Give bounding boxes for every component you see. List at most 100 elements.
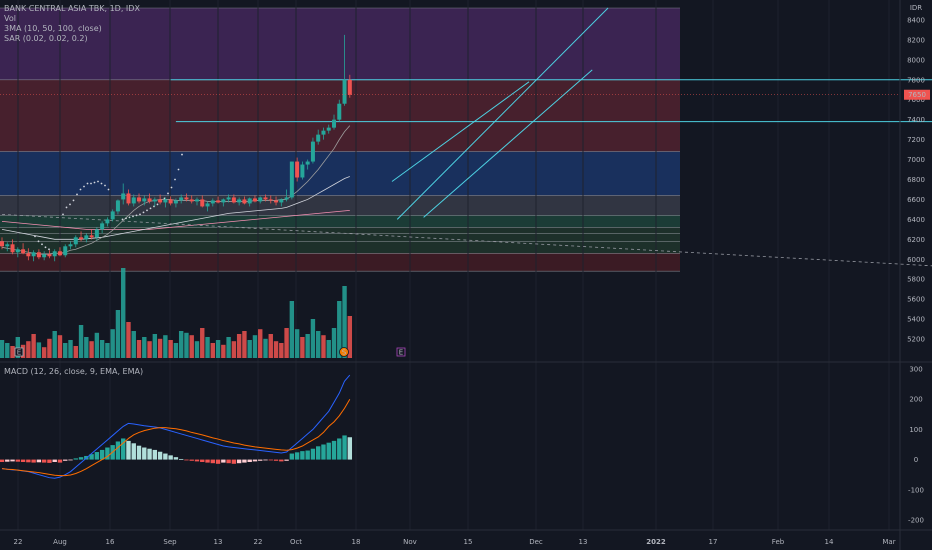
- candle: [305, 161, 310, 165]
- fib-zone-6: [0, 253, 680, 272]
- macd-histogram-bar: [210, 459, 215, 464]
- volume-bar: [337, 301, 342, 358]
- volume-bar: [84, 337, 89, 358]
- candle: [210, 200, 215, 204]
- volume-bar: [305, 334, 310, 358]
- volume-bar: [247, 340, 252, 358]
- candle: [152, 199, 157, 202]
- candle: [142, 198, 147, 202]
- candle: [5, 244, 10, 247]
- volume-bar: [300, 337, 305, 358]
- last-price-box: [904, 89, 930, 100]
- macd-histogram-bar: [242, 459, 247, 463]
- macd-histogram-bar: [126, 440, 131, 460]
- sar-dot: [90, 182, 92, 185]
- price-tick-label: 5400: [907, 316, 925, 324]
- candle: [284, 197, 289, 200]
- macd-histogram-bar: [305, 450, 310, 460]
- time-tick-label: 13: [579, 538, 588, 546]
- sar-dot: [135, 214, 138, 217]
- sar-dot: [125, 217, 127, 220]
- volume-bar: [94, 332, 100, 358]
- macd-legend[interactable]: MACD (12, 26, close, 9, EMA, EMA): [4, 367, 144, 376]
- sar-dot: [48, 248, 50, 251]
- candle: [247, 198, 252, 204]
- candle: [332, 119, 337, 128]
- macd-histogram-bar: [226, 459, 231, 464]
- macd-histogram-bar: [184, 459, 189, 461]
- macd-tick-label: -100: [908, 486, 924, 494]
- price-tick-label: 7400: [907, 116, 925, 124]
- fib-zone-3: [0, 195, 680, 216]
- volume-bar: [110, 329, 115, 358]
- price-tick-label: 8200: [907, 36, 925, 44]
- volume-bar: [347, 316, 353, 358]
- volume-bar: [226, 337, 231, 358]
- sar-dot: [181, 153, 183, 156]
- sar-dot: [93, 181, 96, 184]
- volume-bar: [289, 301, 295, 358]
- macd-histogram-bar: [189, 459, 194, 461]
- candle: [295, 161, 300, 178]
- macd-histogram-bar: [115, 441, 121, 460]
- macd-histogram-bar: [94, 452, 100, 460]
- volume-bar: [89, 341, 94, 358]
- macd-histogram-bar: [215, 459, 221, 464]
- candle: [194, 199, 199, 202]
- time-tick-label: 14: [825, 538, 834, 546]
- sar-dot: [34, 235, 36, 238]
- sar-dot: [104, 184, 106, 187]
- signal-line: [1, 398, 351, 477]
- volume-bar: [126, 322, 131, 358]
- candle: [21, 249, 26, 254]
- candle: [121, 193, 126, 200]
- sar-dot: [69, 203, 71, 206]
- sar-dot: [86, 182, 89, 185]
- macd-histogram-bar: [258, 459, 263, 461]
- candle: [337, 103, 342, 120]
- candle: [205, 203, 210, 207]
- symbol-title[interactable]: BANK CENTRAL ASIA TBK, 1D, IDX: [4, 4, 140, 13]
- macd-histogram-bar: [221, 459, 226, 463]
- macd-histogram-bar: [105, 447, 110, 460]
- volume-bar: [47, 338, 52, 358]
- candle: [237, 199, 242, 203]
- candle: [89, 235, 94, 238]
- volume-bar: [215, 340, 221, 358]
- volume-bar: [273, 341, 279, 358]
- macd-histogram-bar: [142, 447, 147, 460]
- price-tick-label: 6800: [907, 176, 925, 184]
- volume-bar: [147, 341, 152, 358]
- volume-bar: [184, 332, 189, 358]
- macd-histogram-bar: [231, 459, 237, 464]
- candle: [42, 254, 47, 258]
- price-tick-label: 7200: [907, 136, 925, 144]
- sar-dot: [100, 182, 103, 185]
- candle: [126, 193, 131, 204]
- price-tick-label: 5800: [907, 276, 925, 284]
- candle: [10, 244, 15, 253]
- candle: [268, 199, 273, 201]
- volume-bar: [63, 343, 68, 358]
- volume-bar: [221, 344, 226, 358]
- volume-bar: [152, 334, 158, 358]
- sar-dot: [177, 168, 180, 171]
- macd-histogram-bar: [52, 459, 57, 462]
- sar-dot: [41, 243, 43, 246]
- fib-zone-2: [0, 151, 680, 196]
- candle: [342, 79, 347, 104]
- volume-bar: [136, 340, 142, 358]
- volume-bar: [0, 340, 5, 358]
- ma-legend[interactable]: 3MA (10, 50, 100, close): [4, 24, 102, 33]
- macd-line: [1, 374, 351, 479]
- time-tick-label: Oct: [290, 538, 302, 546]
- candle: [231, 197, 236, 203]
- volume-bar: [178, 331, 184, 358]
- macd-histogram-bar: [236, 459, 242, 464]
- vol-legend[interactable]: Vol: [4, 14, 16, 23]
- candle: [242, 199, 247, 204]
- sar-legend[interactable]: SAR (0.02, 0.02, 0.2): [4, 34, 88, 43]
- candle: [289, 161, 294, 198]
- time-tick-label: 16: [106, 538, 115, 546]
